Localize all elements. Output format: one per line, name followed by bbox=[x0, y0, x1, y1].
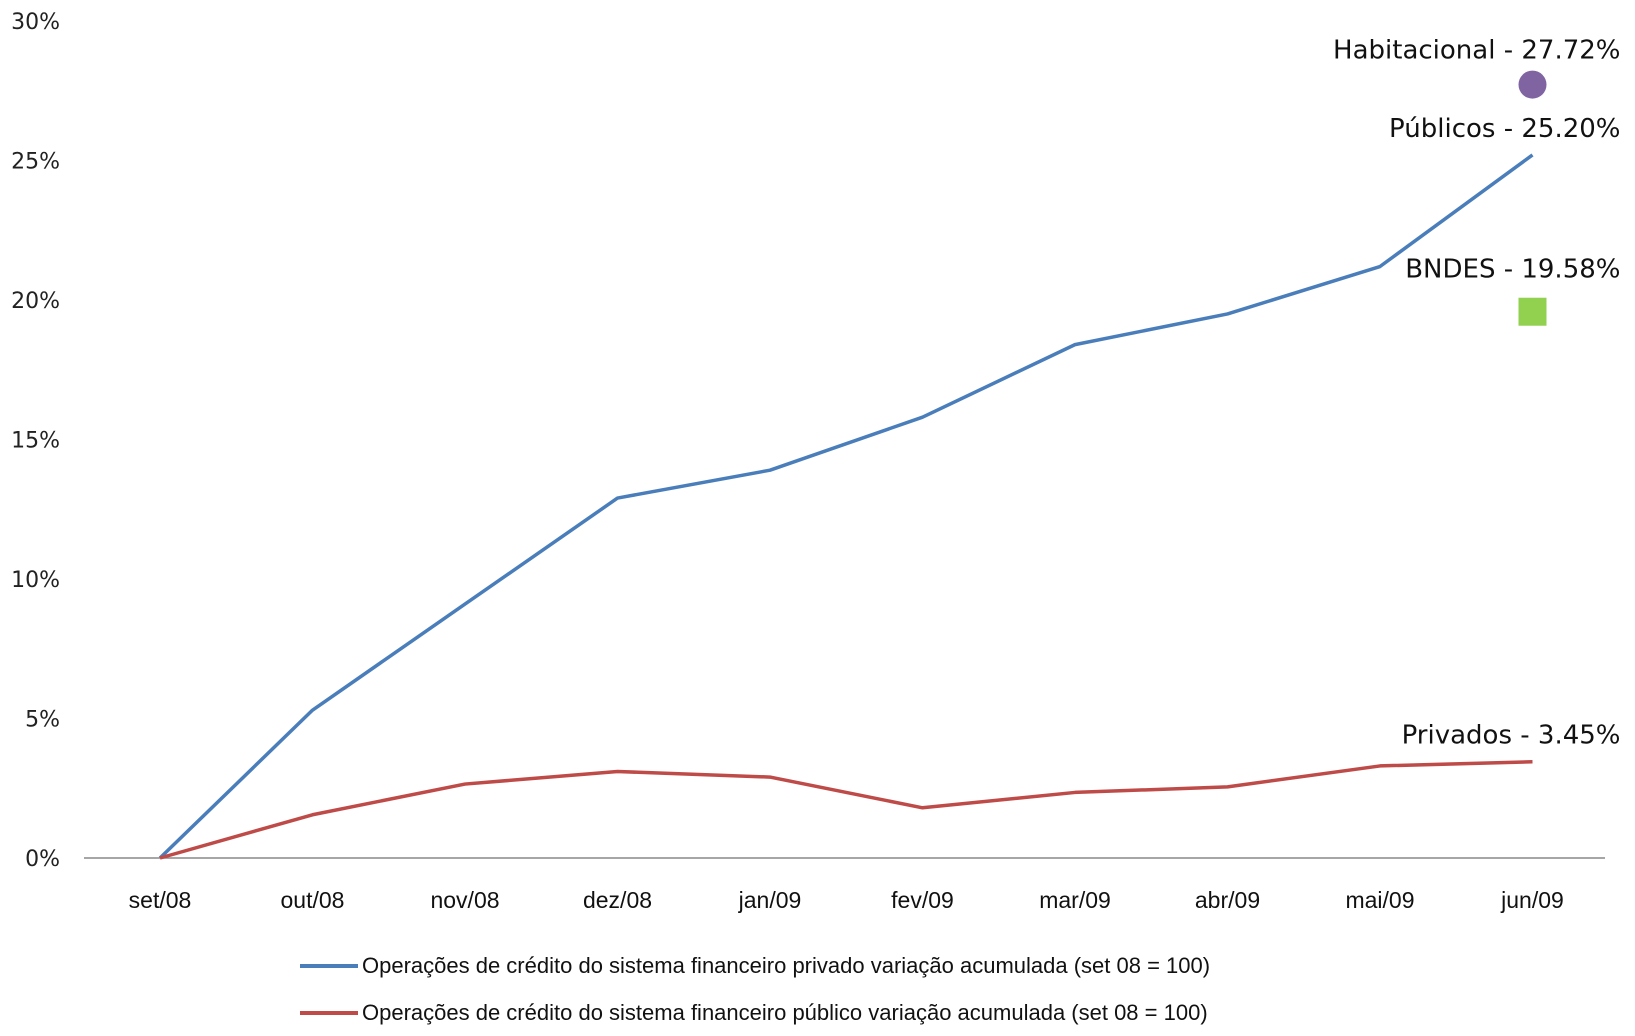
x-tick-label: fev/09 bbox=[891, 887, 954, 913]
x-tick-label: out/08 bbox=[281, 887, 345, 913]
x-tick-label: nov/08 bbox=[430, 887, 499, 913]
annotation-label: Privados - 3.45% bbox=[1402, 721, 1621, 751]
x-tick-label: jan/09 bbox=[738, 887, 802, 913]
annotation-label: Habitacional - 27.72% bbox=[1333, 36, 1620, 66]
y-axis-ticks: 0% 5% 10% 15% 20% 25% 30% bbox=[11, 10, 60, 872]
legend-label-publico: Operações de crédito do sistema financei… bbox=[362, 1000, 1208, 1026]
x-axis-ticks: set/08 out/08 nov/08 dez/08 jan/09 fev/09 mar/… bbox=[129, 887, 1564, 913]
series-lines bbox=[160, 155, 1533, 858]
y-tick-label: 20% bbox=[11, 289, 60, 314]
annotation-marker-square bbox=[1519, 298, 1547, 326]
annotations: Habitacional - 27.72% Públicos - 25.20% BN… bbox=[1333, 36, 1620, 751]
series-line-1 bbox=[160, 762, 1533, 858]
x-tick-label: mai/09 bbox=[1345, 887, 1414, 913]
x-tick-label: dez/08 bbox=[583, 887, 652, 913]
legend-item-privado: Operações de crédito do sistema financei… bbox=[300, 953, 1210, 979]
x-tick-label: mar/09 bbox=[1039, 887, 1111, 913]
annotation-label: Públicos - 25.20% bbox=[1389, 114, 1620, 144]
x-tick-label: set/08 bbox=[129, 887, 192, 913]
legend-swatch-publico bbox=[300, 1011, 358, 1015]
y-tick-label: 15% bbox=[11, 429, 60, 454]
legend-swatch-privado bbox=[300, 964, 358, 968]
series-line-0 bbox=[160, 155, 1533, 858]
legend-label-privado: Operações de crédito do sistema financei… bbox=[362, 953, 1210, 979]
annotation-label: BNDES - 19.58% bbox=[1405, 255, 1620, 285]
annotation-marker-circle bbox=[1519, 71, 1547, 99]
y-tick-label: 5% bbox=[25, 708, 60, 733]
x-tick-label: abr/09 bbox=[1195, 887, 1260, 913]
y-tick-label: 30% bbox=[11, 10, 60, 35]
legend-item-publico: Operações de crédito do sistema financei… bbox=[300, 1000, 1208, 1026]
y-tick-label: 0% bbox=[25, 847, 60, 872]
x-tick-label: jun/09 bbox=[1500, 887, 1564, 913]
y-tick-label: 10% bbox=[11, 568, 60, 593]
y-tick-label: 25% bbox=[11, 150, 60, 175]
